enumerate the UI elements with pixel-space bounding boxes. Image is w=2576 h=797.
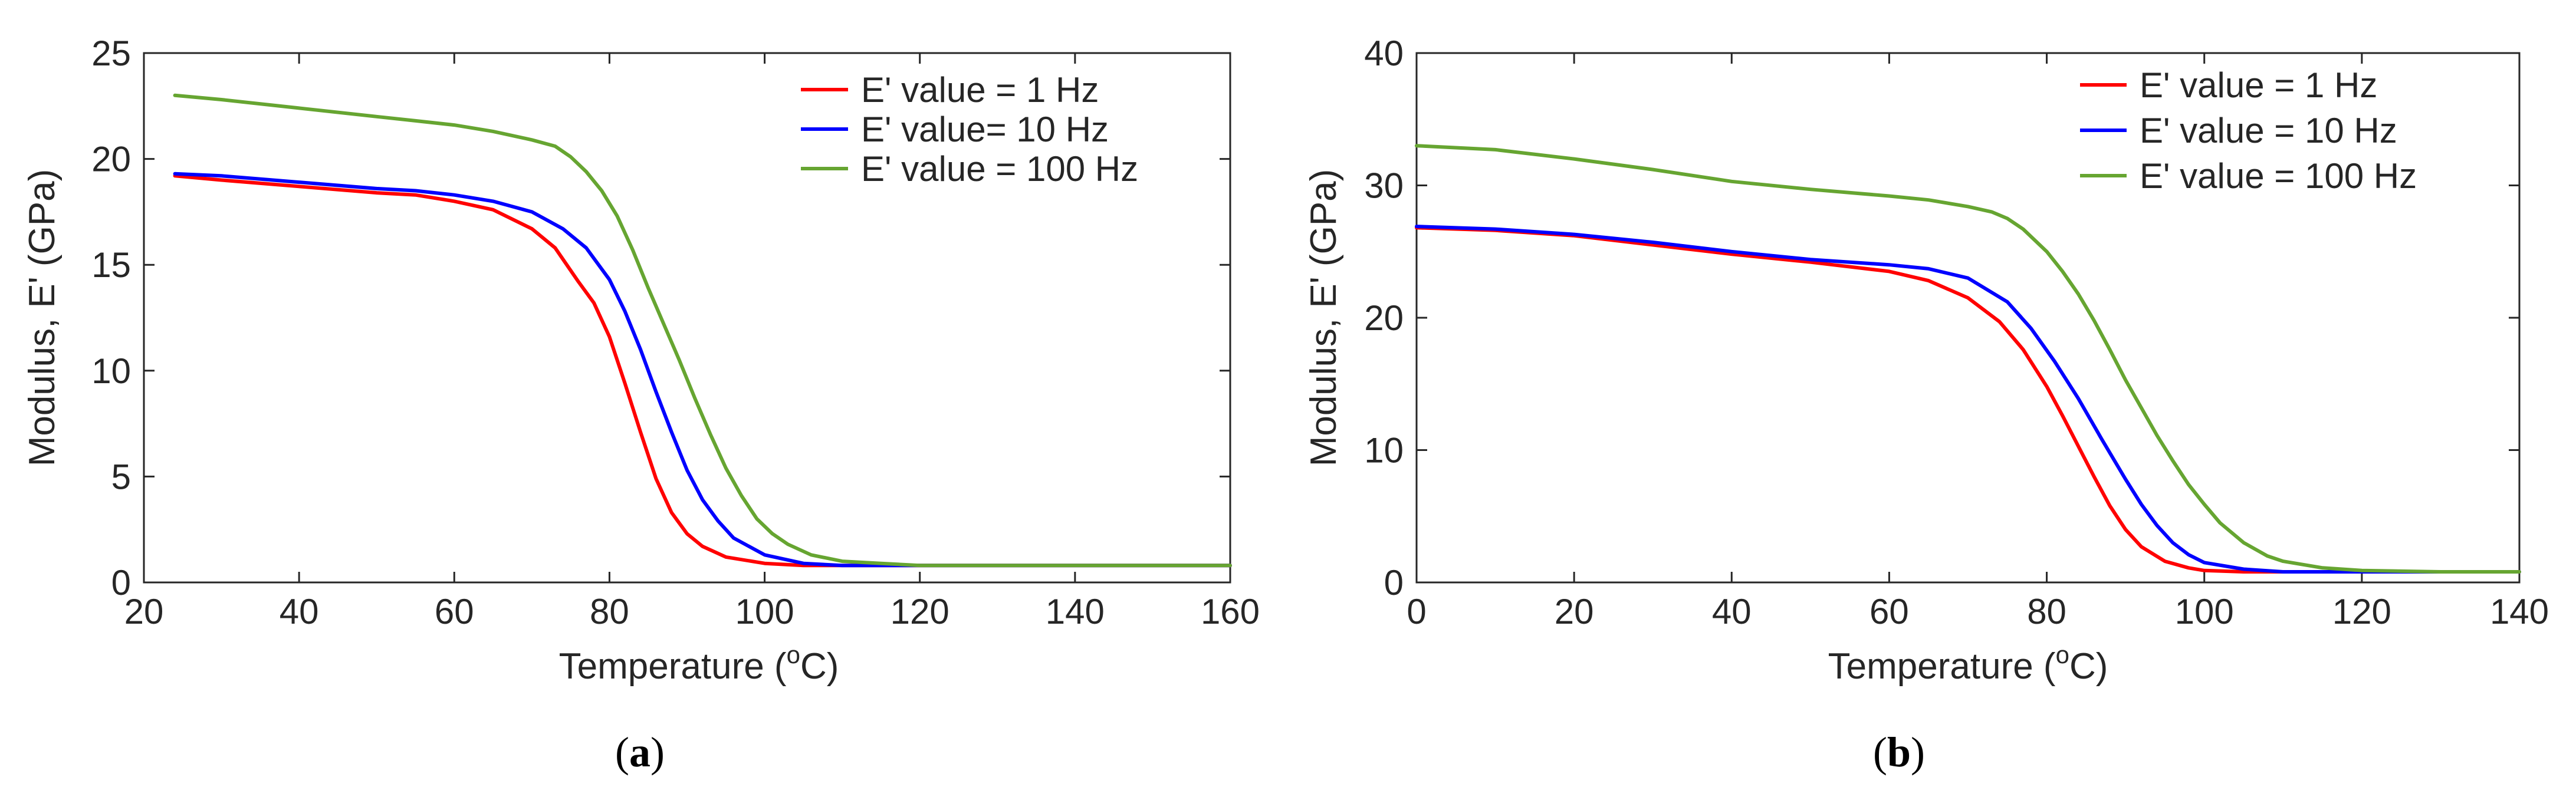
legend-label-3: E' value = 100 Hz — [861, 149, 1138, 189]
y-tick-label: 0 — [1384, 563, 1404, 602]
series-line-2 — [1415, 225, 2521, 574]
x-axis-unit-superscript: o — [2056, 641, 2069, 668]
x-tick-label: 60 — [435, 592, 474, 631]
caption-open: ( — [615, 729, 629, 776]
x-axis-unit-suffix: C) — [800, 646, 839, 687]
x-tick-label: 100 — [735, 592, 794, 631]
caption-letter: b — [1887, 729, 1911, 776]
y-tick-label: 20 — [91, 140, 131, 179]
chart-panel-a: 20 40 60 80 100 120 140 160 0 5 10 15 20 25 Temperatur… — [22, 34, 1260, 687]
x-tick-label: 40 — [1712, 592, 1752, 631]
y-tick-label: 15 — [91, 245, 131, 285]
x-tick-label: 60 — [1869, 592, 1909, 631]
legend: E' value = 1 Hz E' value = 10 Hz E' value … — [2080, 65, 2417, 196]
x-tick-label: 140 — [1046, 592, 1105, 631]
series-line-3 — [1415, 144, 2521, 574]
x-axis-unit-suffix: C) — [2069, 646, 2108, 687]
y-axis-title: Modulus, E' (GPa) — [1303, 169, 1344, 467]
y-tick-label: 10 — [1364, 431, 1404, 470]
legend-label-2: E' value = 10 Hz — [2140, 111, 2397, 150]
x-tick-label: 20 — [1555, 592, 1594, 631]
x-axis-title: Temperature (oC) — [1828, 641, 2108, 687]
legend-label-3: E' value = 100 Hz — [2140, 156, 2417, 196]
series-line-2 — [173, 172, 1232, 568]
x-axis-unit-superscript: o — [787, 641, 800, 668]
x-axis-unit-prefix: ( — [2033, 646, 2056, 687]
series-line-1 — [1415, 226, 2521, 574]
x-tick-label: 140 — [2490, 592, 2549, 631]
y-tick-label: 0 — [111, 563, 131, 602]
y-tick-label: 20 — [1364, 298, 1404, 338]
x-tick-label: 120 — [2332, 592, 2391, 631]
y-tick-label: 5 — [111, 457, 131, 496]
series-line-1 — [173, 174, 1232, 568]
legend-label-1: E' value = 1 Hz — [2140, 65, 2377, 105]
panel-caption-a: (a) — [615, 729, 665, 776]
x-tick-label: 0 — [1407, 592, 1426, 631]
x-tick-label: 20 — [124, 592, 164, 631]
y-tick-label: 40 — [1364, 34, 1404, 73]
caption-letter: a — [629, 729, 650, 776]
panel-caption-b: (b) — [1873, 729, 1925, 776]
x-tick-label: 80 — [2027, 592, 2066, 631]
chart-panel-b: 0 20 40 60 80 100 120 140 0 10 20 30 40 Temperature (… — [1303, 34, 2549, 687]
x-axis-unit-prefix: ( — [764, 646, 787, 687]
x-axis-title-text: Temperature — [1828, 646, 2033, 687]
x-tick-label: 40 — [280, 592, 319, 631]
x-tick-label: 100 — [2175, 592, 2234, 631]
caption-open: ( — [1873, 729, 1887, 776]
y-tick-label: 25 — [91, 34, 131, 73]
legend-label-2: E' value= 10 Hz — [861, 110, 1109, 149]
x-tick-label: 120 — [891, 592, 949, 631]
y-tick-label: 30 — [1364, 166, 1404, 206]
x-axis-title: Temperature (oC) — [559, 641, 839, 687]
legend-label-1: E' value = 1 Hz — [861, 70, 1099, 110]
x-axis-title-text: Temperature — [559, 646, 764, 687]
plot-area-frame — [143, 52, 1231, 584]
x-tick-label: 80 — [590, 592, 629, 631]
series-line-3 — [173, 93, 1232, 568]
y-tick-label: 10 — [91, 351, 131, 391]
caption-close: ) — [650, 729, 665, 776]
y-axis-title: Modulus, E' (GPa) — [22, 169, 63, 467]
caption-close: ) — [1911, 729, 1925, 776]
legend: E' value = 1 HzE' value= 10 HzE' value =… — [801, 70, 1138, 189]
x-tick-label: 160 — [1201, 592, 1260, 631]
